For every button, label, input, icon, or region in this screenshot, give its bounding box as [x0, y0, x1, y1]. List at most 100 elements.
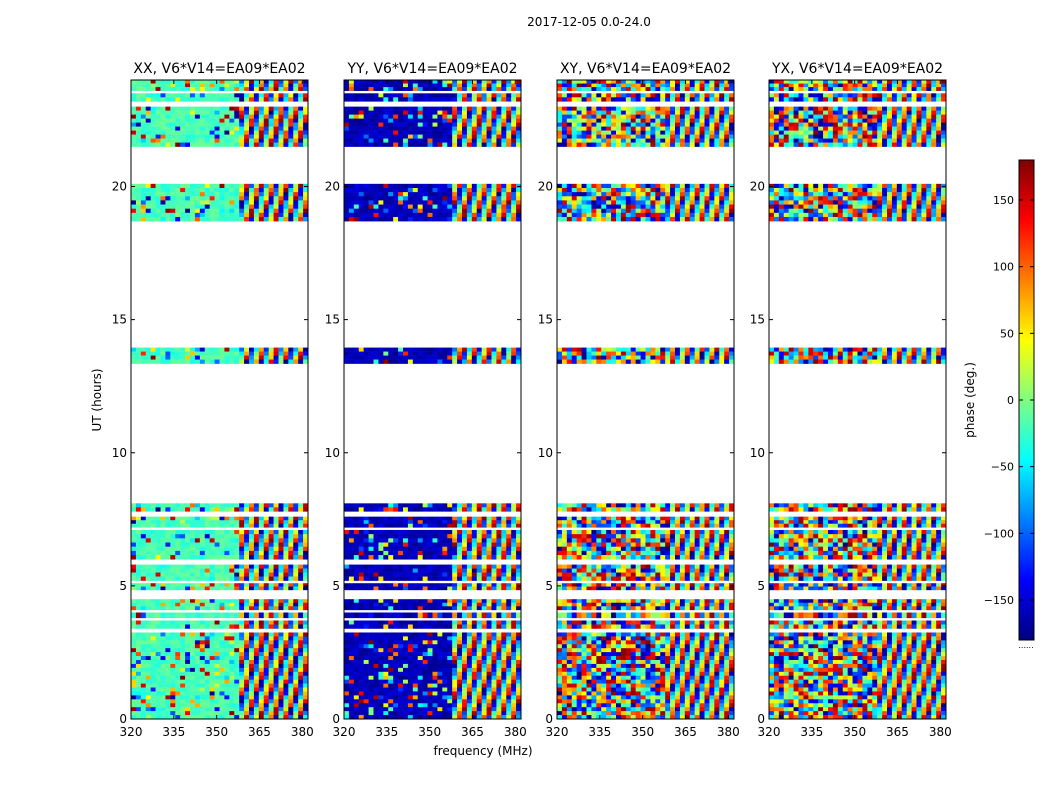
heatmap-cell [442, 118, 448, 123]
heatmap-cell [432, 586, 438, 591]
heatmap-cell [417, 564, 423, 569]
heatmap-cell [442, 695, 448, 700]
heatmap-cell [466, 200, 473, 205]
heatmap-cell [417, 216, 423, 222]
heatmap-cell [491, 599, 497, 604]
heatmap-cell [378, 675, 384, 680]
heatmap-cell [140, 555, 147, 560]
heatmap-cell [214, 695, 220, 700]
heatmap-cell [422, 699, 428, 704]
heatmap-cell [140, 196, 147, 201]
heatmap-cell [155, 93, 161, 98]
heatmap-cell [452, 711, 458, 716]
heatmap-cell [398, 648, 404, 653]
heatmap-cell [422, 555, 428, 560]
heatmap-cell [140, 568, 147, 573]
heatmap-cell [155, 663, 161, 669]
heatmap-cell [427, 602, 433, 607]
heatmap-cell [283, 196, 289, 201]
heatmap-cell [170, 612, 176, 619]
heatmap-cell [481, 663, 487, 669]
heatmap-cell [253, 652, 260, 657]
heatmap-cell [229, 208, 235, 214]
heatmap-cell [437, 572, 443, 577]
heatmap-cell [283, 212, 289, 218]
heatmap-cell [224, 675, 230, 680]
heatmap-cell [131, 347, 137, 352]
heatmap-cell [393, 576, 399, 581]
heatmap-cell [383, 583, 389, 587]
heatmap-cell [417, 183, 423, 189]
heatmap-cell [165, 204, 171, 209]
heatmap-cell [407, 546, 414, 552]
heatmap-cell [353, 568, 360, 573]
heatmap-cell [214, 93, 220, 98]
heatmap-cell [283, 97, 289, 102]
heatmap-cell [447, 583, 453, 587]
heatmap-cell [244, 93, 250, 98]
heatmap-cell [452, 624, 458, 629]
heatmap-cell [180, 703, 186, 708]
heatmap-cell [373, 204, 379, 209]
heatmap-cell [214, 87, 220, 91]
heatmap-cell [501, 576, 507, 581]
heatmap-cell [268, 183, 274, 189]
heatmap-cell [393, 656, 399, 661]
heatmap-cell [145, 122, 151, 127]
heatmap-cell [249, 110, 255, 115]
heatmap-cell [491, 550, 497, 556]
heatmap-cell [476, 564, 482, 569]
heatmap-cell [462, 200, 468, 205]
heatmap-cell [412, 534, 419, 539]
heatmap-cell [422, 564, 428, 569]
heatmap-cell [303, 142, 309, 147]
heatmap-cell [249, 516, 255, 521]
heatmap-cell [383, 620, 389, 625]
heatmap-cell [491, 208, 497, 214]
heatmap-cell [457, 564, 463, 569]
heatmap-cell [214, 586, 220, 591]
heatmap-cell [199, 576, 206, 581]
heatmap-cell [185, 636, 191, 641]
heatmap-cell [378, 183, 384, 189]
heatmap-cell [185, 687, 191, 692]
heatmap-cell [204, 624, 210, 629]
heatmap-cell [358, 196, 364, 201]
heatmap-cell [185, 183, 191, 189]
heatmap-cell [165, 572, 171, 577]
heatmap-cell [180, 538, 186, 543]
heatmap-cell [422, 351, 428, 356]
heatmap-cell [214, 624, 220, 629]
heatmap-cell [358, 612, 364, 619]
heatmap-cell [278, 208, 284, 214]
heatmap-cell [293, 703, 299, 708]
heatmap-cell [165, 196, 171, 201]
heatmap-cell [258, 691, 265, 696]
heatmap-cell [283, 699, 289, 704]
heatmap-cell [288, 208, 294, 214]
heatmap-cell [457, 538, 463, 543]
heatmap-cell [219, 118, 225, 123]
heatmap-cell [358, 208, 364, 214]
heatmap-cell [344, 196, 350, 201]
heatmap-cell [476, 632, 482, 637]
heatmap-cell [417, 612, 423, 619]
heatmap-cell [145, 516, 151, 521]
heatmap-cell [239, 711, 245, 716]
heatmap-cell [204, 126, 210, 131]
heatmap-cell [249, 208, 255, 214]
heatmap-cell [135, 576, 142, 581]
heatmap-cell [263, 208, 269, 214]
heatmap-cell [476, 620, 482, 625]
heatmap-cell [204, 636, 210, 641]
heatmap-cell [209, 138, 215, 143]
heatmap-cell [135, 555, 142, 560]
heatmap-cell [358, 529, 364, 535]
heatmap-cell [165, 87, 171, 91]
heatmap-cell [165, 80, 171, 84]
heatmap-cell [135, 192, 142, 197]
heatmap-cell [393, 667, 399, 673]
heatmap-cell [170, 703, 176, 708]
heatmap-cell [457, 695, 463, 700]
heatmap-cell [135, 196, 142, 201]
